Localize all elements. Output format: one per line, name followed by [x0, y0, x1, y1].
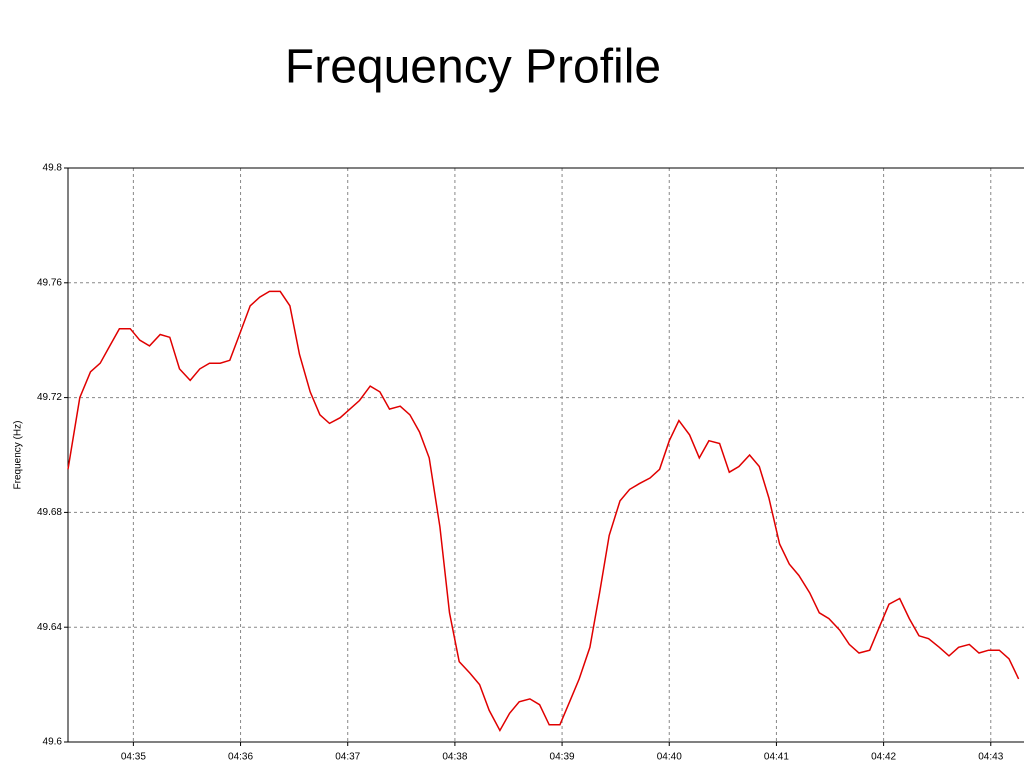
x-tick-label: 04:36 [228, 752, 253, 763]
y-tick-label: 49.8 [43, 163, 63, 174]
x-tick-label: 04:35 [121, 752, 146, 763]
x-tick-label: 04:41 [764, 752, 789, 763]
line-series [67, 290, 1020, 733]
chart-title: Frequency Profile [285, 41, 661, 94]
x-tick-label: 04:39 [550, 752, 575, 763]
x-tick-label: 04:40 [657, 752, 682, 763]
y-axis-title: Frequency (Hz) [13, 421, 24, 490]
x-tick-label: 04:43 [978, 752, 1003, 763]
y-tick-label: 49.68 [37, 507, 62, 518]
y-tick-label: 49.72 [37, 392, 62, 403]
y-tick-label: 49.76 [37, 277, 62, 288]
y-tick-label: 49.64 [37, 622, 62, 633]
y-tick-label: 49.6 [43, 737, 63, 748]
x-tick-label: 04:37 [335, 752, 360, 763]
x-tick-label: 04:38 [442, 752, 467, 763]
x-tick-label: 04:42 [871, 752, 896, 763]
